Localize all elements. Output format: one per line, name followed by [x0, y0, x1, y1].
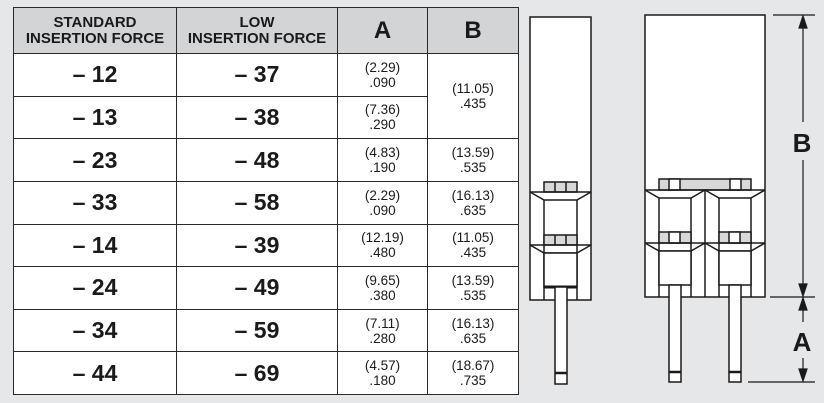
- low-value: – 39: [234, 231, 280, 258]
- low-value: – 69: [234, 359, 280, 386]
- table-header-row: STANDARD INSERTION FORCE LOW INSERTION FOR…: [13, 7, 519, 54]
- standard-part-suffix: – 44: [13, 351, 177, 395]
- table-row: – 44 – 69 (4.57) .180 (18.67) .735: [13, 351, 519, 395]
- table-row: – 24– 49 (9.65) .380 (13.59) .535: [13, 266, 519, 310]
- table-row: – 13 – 38 (7.36) .290: [13, 95, 519, 140]
- low-value: – 38: [234, 103, 280, 130]
- pin: [728, 284, 742, 383]
- b-in: .635: [459, 202, 487, 218]
- standard-value: – 24: [72, 274, 118, 301]
- b-in: .535: [459, 160, 487, 176]
- arrow-up-icon: [798, 14, 808, 29]
- low-value: – 58: [234, 189, 280, 216]
- header-low-insertion-force: LOW INSERTION FORCE: [176, 7, 338, 54]
- a-in: .280: [369, 330, 396, 346]
- a-mm: (7.36): [364, 102, 401, 118]
- dimension-b-label: B: [793, 128, 812, 158]
- arrow-up-icon: [798, 296, 808, 311]
- b-mm: (13.59): [451, 272, 495, 288]
- b-in: .535: [459, 287, 487, 303]
- table-row: – 33 – 58 (2.29) .090 (16.13) .635: [13, 180, 519, 225]
- b-in: .435: [459, 96, 487, 112]
- standard-value: – 34: [72, 317, 118, 344]
- dimension-b: (16.13) .635: [427, 308, 519, 353]
- standard-value: – 13: [72, 103, 118, 130]
- b-mm: (16.13): [451, 315, 495, 331]
- b-mm: (13.59): [451, 145, 495, 161]
- a-mm: (4.83): [364, 145, 401, 161]
- low-part-suffix: – 39: [176, 223, 338, 268]
- a-in: .090: [369, 202, 396, 218]
- dimension-b: (13.59) .535: [427, 138, 519, 182]
- a-mm: (4.57): [364, 358, 401, 374]
- header-line: INSERTION FORCE: [187, 29, 327, 47]
- standard-part-suffix: – 33: [13, 180, 177, 225]
- table-row: – 34– 59 (7.11) .280 (16.13) .635: [13, 308, 519, 353]
- dimension-lines: [748, 14, 815, 383]
- low-part-suffix: – 69: [176, 351, 338, 395]
- standard-value: – 33: [72, 189, 118, 216]
- b-in: .735: [459, 373, 487, 389]
- b-in: .635: [459, 330, 487, 346]
- standard-part-suffix: – 23: [13, 138, 177, 182]
- a-in: .180: [369, 373, 396, 389]
- dimension-a: (12.19) .480: [337, 223, 428, 268]
- standard-value: – 44: [72, 359, 118, 386]
- b-mm: (11.05): [452, 230, 494, 246]
- a-in: .190: [369, 160, 396, 176]
- pin: [554, 286, 568, 385]
- standard-value: – 12: [72, 61, 118, 88]
- dimension-b: (11.05) .435: [427, 52, 519, 140]
- low-value: – 59: [234, 317, 280, 344]
- a-mm: (2.29): [364, 187, 401, 203]
- low-part-suffix: – 38: [176, 95, 338, 140]
- a-mm: (7.11): [365, 315, 400, 331]
- a-in: .480: [369, 245, 396, 261]
- header-line: INSERTION FORCE: [25, 29, 165, 47]
- dimension-b: (18.67) .735: [427, 351, 519, 395]
- low-value: – 48: [234, 146, 280, 173]
- table-row: – 23– 48 (4.83) .190 (13.59) .535: [13, 138, 519, 182]
- header-line: STANDARD: [53, 13, 137, 31]
- standard-value: – 23: [72, 146, 118, 173]
- dimension-a: (2.29) .090: [337, 53, 428, 97]
- dimension-a: (4.83) .190: [337, 138, 428, 182]
- a-mm: (9.65): [364, 272, 401, 288]
- dimension-b: (13.59) .535: [427, 266, 519, 310]
- a-in: .090: [369, 74, 396, 90]
- low-value: – 37: [234, 61, 280, 88]
- side-view-connector: [529, 16, 592, 385]
- dimension-a: (2.29) .090: [337, 180, 428, 225]
- a-in: .290: [369, 117, 396, 133]
- dimension-a: (9.65) .380: [337, 266, 428, 310]
- a-mm: (2.29): [364, 59, 401, 75]
- standard-part-suffix: – 12: [13, 53, 177, 97]
- header-line: LOW: [239, 13, 275, 31]
- arrow-down-icon: [798, 368, 808, 383]
- dimension-a: (7.36) .290: [337, 95, 428, 140]
- header-b: B: [427, 7, 519, 54]
- low-value: – 49: [234, 274, 280, 301]
- front-view-connector: [644, 14, 766, 383]
- a-mm: (12.19): [361, 230, 404, 246]
- standard-part-suffix: – 14: [13, 223, 177, 268]
- dimension-table: STANDARD INSERTION FORCE LOW INSERTION FOR…: [13, 7, 519, 395]
- b-mm: (11.05): [452, 81, 494, 97]
- b-mm: (18.67): [451, 358, 495, 374]
- low-part-suffix: – 49: [176, 266, 338, 310]
- arrow-down-icon: [798, 283, 808, 298]
- b-in: .435: [459, 245, 487, 261]
- standard-part-suffix: – 13: [13, 95, 177, 140]
- header-a: A: [337, 7, 428, 54]
- header-standard-insertion-force: STANDARD INSERTION FORCE: [13, 7, 177, 54]
- dimension-a-label: A: [793, 327, 812, 357]
- b-mm: (16.13): [451, 187, 495, 203]
- low-part-suffix: – 59: [176, 308, 338, 353]
- standard-value: – 14: [72, 231, 118, 258]
- dimension-a: (7.11) .280: [337, 308, 428, 353]
- a-in: .380: [369, 287, 396, 303]
- pin: [668, 284, 682, 383]
